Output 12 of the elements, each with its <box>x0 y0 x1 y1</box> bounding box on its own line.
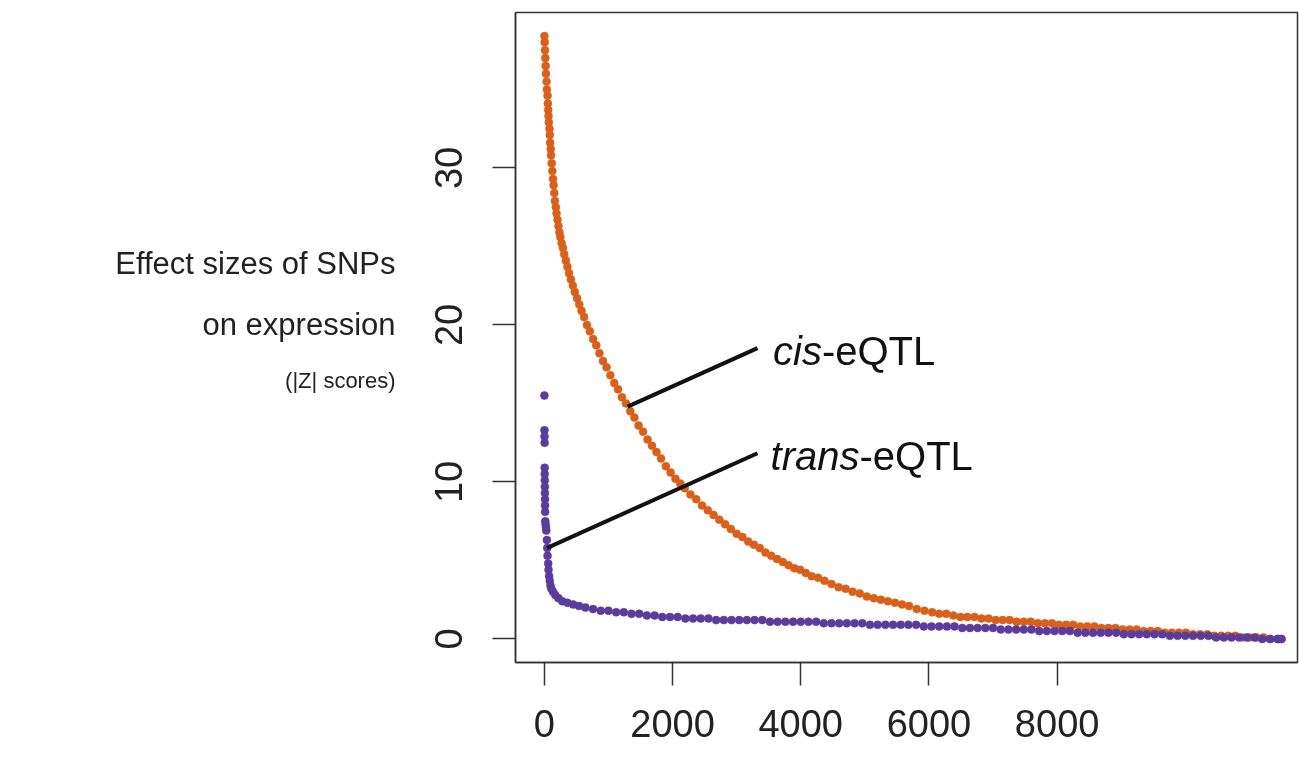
y-tick-label: 10 <box>428 460 471 504</box>
annotation: trans-eQTL <box>770 434 973 479</box>
y-tick-label: 30 <box>428 146 471 190</box>
x-tick-label: 6000 <box>886 702 972 745</box>
x-tick-label: 2000 <box>630 702 715 745</box>
x-tick-label: 0 <box>533 702 555 745</box>
annotation: cis-eQTL <box>773 329 936 374</box>
y-axis-title: Effect sizes of SNPs on expression (|Z| scores) <box>115 246 396 393</box>
x-tick-label: 4000 <box>758 702 844 745</box>
y-tick-label: 0 <box>428 628 471 650</box>
x-tick-label: 8000 <box>1014 702 1100 745</box>
y-tick-label: 20 <box>428 303 471 347</box>
